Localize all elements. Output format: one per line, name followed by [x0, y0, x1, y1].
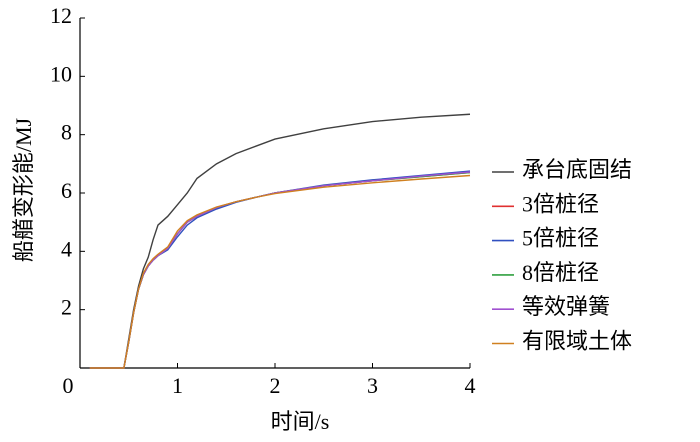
- x-tick-label: 0: [63, 373, 74, 398]
- y-axis-label: 船艏变形能/MJ: [11, 117, 36, 262]
- line-series: [89, 174, 471, 369]
- y-tick-label: 6: [61, 178, 72, 203]
- y-tick-label: 10: [50, 61, 72, 86]
- legend-label: 有限域土体: [522, 329, 632, 354]
- line-series: [89, 171, 471, 369]
- line-series: [89, 113, 471, 369]
- y-tick-label: 2: [61, 295, 72, 320]
- x-axis-label: 时间/s: [271, 409, 330, 434]
- legend-label: 承台底固结: [522, 157, 632, 182]
- legend-label: 3倍桩径: [522, 191, 599, 216]
- legend-label: 等效弹簧: [522, 294, 610, 319]
- y-tick-label: 8: [61, 120, 72, 145]
- line-series: [89, 171, 471, 369]
- x-tick-label: 2: [270, 373, 281, 398]
- legend-label: 8倍桩径: [522, 260, 599, 285]
- y-tick-label: 4: [61, 236, 72, 261]
- x-tick-label: 4: [465, 373, 476, 398]
- y-tick-label: 12: [50, 3, 72, 28]
- line-series: [89, 171, 471, 369]
- x-tick-label: 1: [172, 373, 183, 398]
- x-tick-label: 3: [367, 373, 378, 398]
- legend-label: 5倍桩径: [522, 226, 599, 251]
